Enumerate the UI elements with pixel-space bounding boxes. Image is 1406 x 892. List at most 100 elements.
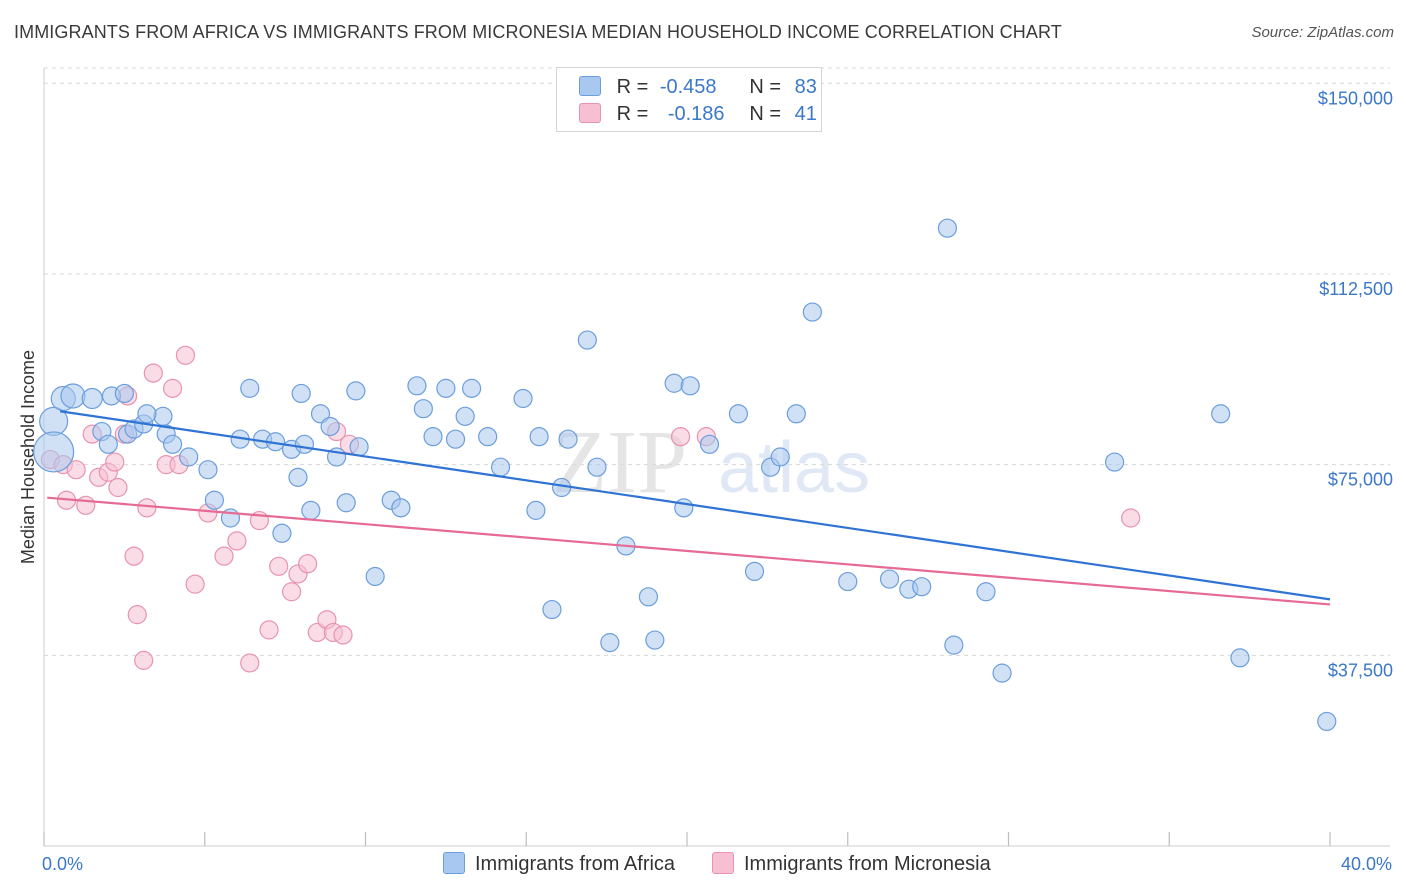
- data-point: [227, 531, 247, 551]
- data-point: [645, 630, 665, 650]
- data-point: [1104, 452, 1125, 472]
- data-point: [175, 345, 196, 365]
- data-point: [214, 546, 234, 566]
- data-point: [976, 582, 996, 602]
- data-point: [1211, 404, 1231, 424]
- chart-title: IMMIGRANTS FROM AFRICA VS IMMIGRANTS FRO…: [14, 22, 1062, 42]
- data-point: [912, 577, 932, 597]
- data-point: [944, 635, 964, 655]
- micronesia-n-value: 41: [794, 103, 817, 125]
- africa-trend-line: [59, 410, 1331, 601]
- data-point: [163, 434, 183, 454]
- data-point: [786, 404, 806, 424]
- data-point: [298, 554, 318, 574]
- bottom-legend-africa: Immigrants from Africa: [443, 852, 675, 876]
- data-point: [333, 625, 353, 645]
- data-point: [391, 498, 411, 518]
- data-point: [198, 460, 218, 480]
- data-point: [114, 383, 134, 404]
- bottom-africa-label: Immigrants from Africa: [475, 853, 676, 875]
- zipatlas-watermark: ZIP atlas: [552, 413, 870, 512]
- data-point: [407, 376, 427, 396]
- data-point: [349, 437, 369, 457]
- watermark-atlas: atlas: [718, 428, 870, 508]
- data-point: [413, 399, 433, 419]
- data-point: [526, 500, 546, 520]
- data-point: [680, 376, 700, 396]
- data-point: [600, 633, 620, 653]
- legend-row-africa: R = -0.458 N = 83: [579, 76, 817, 100]
- data-point: [802, 302, 822, 322]
- data-point: [272, 523, 292, 543]
- data-point: [770, 447, 790, 467]
- data-point: [346, 381, 366, 401]
- data-point: [179, 447, 199, 467]
- data-point: [490, 457, 511, 477]
- y-tick-label: $75,000: [1328, 470, 1393, 490]
- bottom-africa-swatch: [443, 852, 465, 874]
- data-point: [185, 574, 205, 594]
- data-point: [558, 429, 578, 449]
- data-point: [336, 493, 356, 513]
- data-point: [728, 404, 749, 424]
- data-point: [529, 427, 549, 447]
- micronesia-trend-line: [47, 496, 1331, 606]
- y-tick-labels: $37,500 $75,000 $112,500 $150,000: [1318, 88, 1393, 680]
- data-point: [269, 556, 289, 576]
- data-point: [513, 388, 533, 409]
- data-point: [445, 429, 466, 449]
- data-point: [577, 330, 597, 350]
- bottom-legend-micronesia: Immigrants from Micronesia: [712, 852, 991, 876]
- legend-row-micronesia: R = -0.186 N = 41: [579, 103, 817, 127]
- bottom-micronesia-label: Immigrants from Micronesia: [744, 853, 991, 875]
- data-point: [879, 569, 900, 589]
- data-point: [365, 566, 385, 587]
- data-point: [281, 582, 302, 602]
- africa-points: [33, 218, 1337, 732]
- data-point: [838, 571, 858, 592]
- data-point: [310, 404, 331, 424]
- data-point: [127, 605, 147, 625]
- africa-n-label: N =: [749, 76, 782, 98]
- data-point: [33, 431, 75, 473]
- data-point: [455, 406, 475, 426]
- data-point: [259, 620, 279, 640]
- data-point: [587, 457, 607, 477]
- data-point: [294, 434, 315, 454]
- grid-lines: [44, 67, 1390, 656]
- data-point: [240, 378, 260, 398]
- micronesia-r-value: -0.186: [667, 103, 725, 125]
- x-ticks: [43, 832, 1331, 846]
- data-point: [240, 653, 260, 673]
- micronesia-swatch: [579, 103, 601, 123]
- data-point: [105, 452, 125, 472]
- data-point: [423, 427, 443, 447]
- africa-r-label: R =: [616, 76, 649, 98]
- data-point: [76, 495, 96, 515]
- micronesia-n-label: N =: [749, 103, 782, 125]
- data-point: [320, 416, 340, 437]
- y-tick-label: $150,000: [1318, 88, 1393, 108]
- data-point: [674, 498, 694, 518]
- data-point: [153, 406, 173, 426]
- data-point: [163, 378, 183, 398]
- data-point: [992, 663, 1012, 683]
- x-tick-label-min: 0.0%: [42, 854, 83, 874]
- data-point: [436, 378, 456, 398]
- axes: [43, 68, 1390, 847]
- data-point: [60, 383, 86, 409]
- data-point: [461, 378, 482, 398]
- data-point: [124, 546, 144, 566]
- data-point: [301, 500, 321, 520]
- africa-r-value: -0.458: [659, 76, 717, 98]
- micronesia-r-label: R =: [616, 103, 649, 125]
- africa-n-value: 83: [794, 76, 817, 98]
- data-point: [108, 477, 128, 498]
- data-point: [98, 434, 118, 454]
- data-point: [1121, 508, 1141, 528]
- data-point: [66, 460, 86, 480]
- data-point: [744, 561, 765, 582]
- data-point: [134, 650, 154, 670]
- data-point: [664, 373, 684, 393]
